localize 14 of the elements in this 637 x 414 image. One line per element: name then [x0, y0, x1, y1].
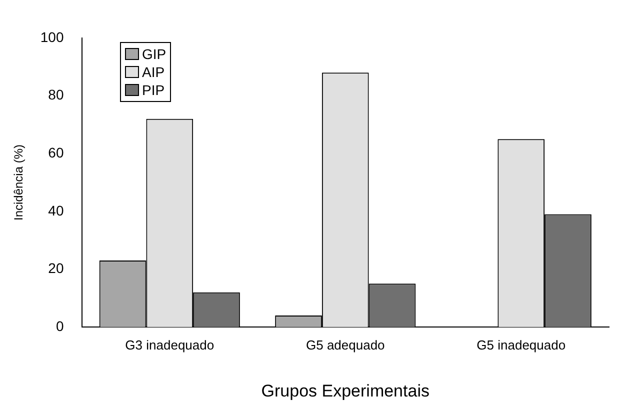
y-tick-label: 40 — [48, 202, 64, 218]
y-axis-title: Incidência (%) — [12, 144, 26, 221]
legend-label: GIP — [142, 45, 166, 63]
x-axis-title: Grupos Experimentais — [261, 381, 430, 400]
y-tick-label: 60 — [48, 144, 64, 160]
legend-label: PIP — [142, 81, 165, 99]
x-tick-label: G5 inadequado — [476, 337, 566, 352]
y-tick-label: 80 — [48, 86, 64, 103]
x-tick-label: G3 inadequado — [125, 337, 214, 352]
y-tick-label: 100 — [40, 28, 64, 45]
x-tick-label: G5 adequado — [306, 337, 385, 352]
legend-label: AIP — [142, 63, 165, 81]
y-tick-label: 20 — [48, 260, 64, 276]
y-tick-label: 0 — [56, 318, 64, 334]
